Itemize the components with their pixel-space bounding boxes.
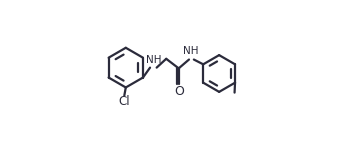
Text: O: O <box>174 85 184 98</box>
Text: NH: NH <box>184 46 199 56</box>
Text: Cl: Cl <box>119 95 130 108</box>
Text: NH: NH <box>146 55 161 65</box>
